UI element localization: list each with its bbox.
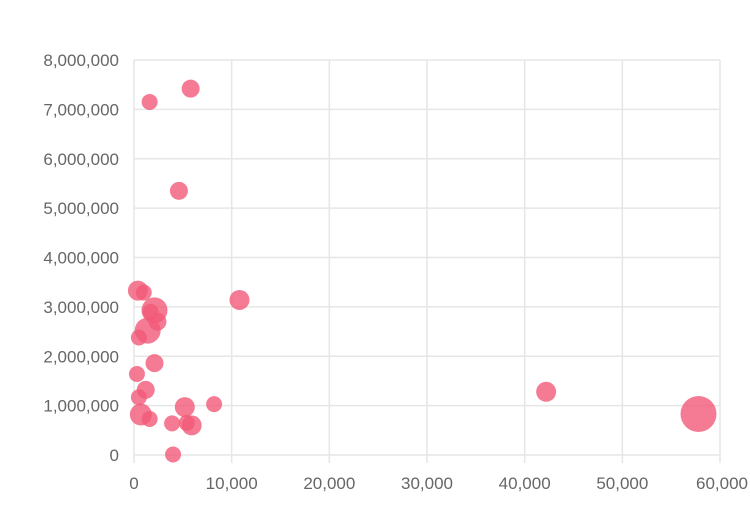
y-tick-label: 6,000,000 xyxy=(43,150,119,169)
x-tick-label: 60,000 xyxy=(696,474,748,493)
data-point-bubble[interactable] xyxy=(130,329,147,346)
x-tick-label: 20,000 xyxy=(303,474,355,493)
data-point-bubble[interactable] xyxy=(169,181,188,200)
y-tick-label: 3,000,000 xyxy=(43,298,119,317)
x-tick-label: 40,000 xyxy=(499,474,551,493)
data-point-bubble[interactable] xyxy=(145,354,164,373)
data-point-bubble[interactable] xyxy=(206,396,223,413)
y-tick-label: 0 xyxy=(110,446,119,465)
data-point-bubble[interactable] xyxy=(135,284,152,301)
y-tick-label: 1,000,000 xyxy=(43,397,119,416)
data-point-bubble[interactable] xyxy=(181,415,202,436)
grid-lines xyxy=(133,59,721,463)
data-point-bubble[interactable] xyxy=(165,446,182,463)
x-tick-label: 50,000 xyxy=(596,474,648,493)
data-point-bubble[interactable] xyxy=(164,415,181,432)
y-tick-label: 4,000,000 xyxy=(43,249,119,268)
y-tick-label: 5,000,000 xyxy=(43,199,119,218)
y-axis-tick-labels: 0 1,000,000 2,000,000 3,000,000 4,000,000 5,0… xyxy=(43,51,119,465)
x-tick-label: 30,000 xyxy=(401,474,453,493)
data-point-bubble[interactable] xyxy=(680,396,717,433)
data-point-bubble[interactable] xyxy=(141,93,158,110)
x-axis-tick-labels: 0 10,000 20,000 30,000 40,000 50,000 60,000 xyxy=(129,474,748,493)
data-point-bubble[interactable] xyxy=(229,289,250,310)
data-point-bubble[interactable] xyxy=(128,366,145,383)
data-point-bubble[interactable] xyxy=(141,410,158,427)
data-point-bubble[interactable] xyxy=(536,381,557,402)
y-tick-label: 8,000,000 xyxy=(43,51,119,70)
y-tick-label: 7,000,000 xyxy=(43,100,119,119)
data-point-bubble[interactable] xyxy=(181,79,200,98)
data-point-bubble[interactable] xyxy=(130,389,147,406)
x-tick-label: 0 xyxy=(129,474,138,493)
data-point-bubble[interactable] xyxy=(174,397,195,418)
y-tick-label: 2,000,000 xyxy=(43,347,119,366)
x-tick-label: 10,000 xyxy=(206,474,258,493)
data-points xyxy=(127,79,717,463)
